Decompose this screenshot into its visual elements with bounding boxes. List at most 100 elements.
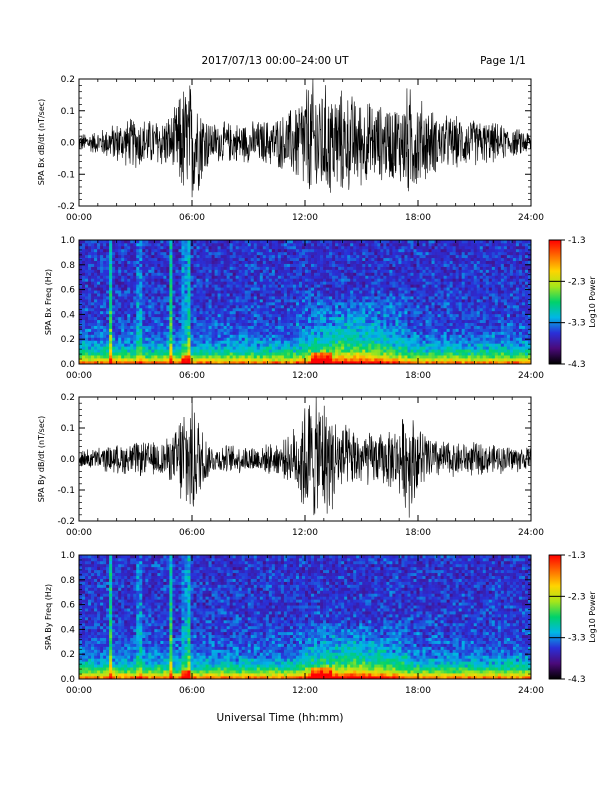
- heat-cell: [386, 307, 390, 312]
- heat-cell: [292, 319, 297, 324]
- heat-cell: [425, 343, 429, 347]
- heat-cell: [341, 322, 345, 326]
- heat-cell: [338, 346, 342, 350]
- heat-cell: [292, 275, 297, 279]
- heat-cell: [389, 287, 393, 291]
- heat-cell: [217, 322, 221, 326]
- heat-cell: [395, 349, 399, 353]
- heat-cell: [317, 334, 321, 338]
- heat-cell: [109, 272, 113, 276]
- heat-cell: [202, 307, 206, 312]
- heat-cell: [416, 352, 420, 356]
- heat-cell: [271, 302, 276, 306]
- heat-cell: [308, 302, 312, 306]
- heat-cell: [85, 310, 89, 315]
- heat-cell: [106, 313, 110, 318]
- heat-cell: [317, 355, 321, 359]
- heat-cell: [392, 346, 396, 350]
- heat-cell: [386, 263, 390, 267]
- heat-cell: [416, 331, 420, 335]
- heat-cell: [350, 272, 354, 276]
- heat-cell: [326, 248, 330, 253]
- heat-cell: [241, 293, 246, 297]
- heat-cell: [419, 316, 423, 321]
- heat-cell: [289, 337, 294, 341]
- heat-cell: [109, 266, 113, 270]
- heat-cell: [211, 263, 215, 267]
- heat-cell: [404, 334, 408, 338]
- heat-cell: [365, 337, 369, 341]
- heat-cell: [356, 349, 360, 353]
- heat-cell: [238, 310, 243, 315]
- heat-cell: [413, 296, 417, 300]
- heat-cell: [283, 293, 288, 297]
- heat-cell: [323, 287, 327, 291]
- heat-cell: [341, 293, 345, 297]
- heat-cell: [250, 278, 255, 282]
- heat-cell: [298, 313, 303, 318]
- heat-cell: [184, 293, 188, 297]
- heat-cell: [380, 355, 384, 359]
- heat-cell: [151, 281, 155, 285]
- heat-cell: [139, 325, 143, 329]
- heat-cell: [395, 328, 399, 332]
- heat-cell: [163, 328, 167, 332]
- heat-cell: [253, 352, 258, 356]
- heat-cell: [202, 296, 206, 300]
- heat-cell: [338, 275, 342, 279]
- heat-cell: [166, 349, 170, 353]
- heat-cell: [253, 304, 258, 309]
- heat-cell: [401, 240, 405, 244]
- heat-cell: [320, 316, 324, 321]
- heat-cell: [148, 355, 152, 359]
- heat-cell: [208, 302, 212, 306]
- heat-cell: [235, 257, 240, 262]
- heat-cell: [274, 287, 279, 291]
- heat-cell: [295, 254, 300, 259]
- heat-cell: [232, 248, 237, 253]
- heat-cell: [326, 337, 330, 341]
- heat-cell: [289, 307, 294, 312]
- heat-cell: [359, 319, 363, 324]
- heat-cell: [353, 316, 357, 321]
- heat-cell: [175, 355, 179, 359]
- heat-cell: [353, 331, 357, 335]
- heat-cell: [425, 278, 429, 282]
- heat-cell: [265, 248, 270, 253]
- heat-cell: [211, 322, 215, 326]
- heat-cell: [127, 307, 131, 312]
- heat-cell: [277, 269, 282, 273]
- heat-cell: [181, 290, 185, 294]
- heat-cell: [208, 290, 212, 294]
- heat-cell: [250, 346, 255, 350]
- heat-cell: [308, 307, 312, 312]
- heat-cell: [280, 310, 285, 315]
- heat-cell: [214, 245, 218, 250]
- heat-cell: [151, 302, 155, 306]
- heat-cell: [292, 245, 297, 250]
- heat-cell: [413, 257, 417, 262]
- heat-cell: [335, 358, 339, 362]
- heat-cell: [259, 269, 264, 273]
- heat-cell: [277, 278, 282, 282]
- heat-cell: [151, 316, 155, 321]
- heat-cell: [371, 272, 375, 276]
- heat-cell: [347, 293, 351, 297]
- heat-cell: [371, 296, 375, 300]
- heat-cell: [268, 251, 273, 256]
- heat-cell: [305, 293, 309, 297]
- heat-cell: [214, 263, 218, 267]
- heat-cell: [193, 245, 197, 250]
- heat-cell: [368, 290, 372, 294]
- heat-cell: [133, 260, 137, 264]
- heat-cell: [193, 254, 197, 259]
- heat-cell: [341, 245, 345, 250]
- heat-cell: [374, 310, 378, 315]
- heat-cell: [407, 269, 411, 273]
- heat-cell: [308, 331, 312, 335]
- heat-cell: [166, 355, 170, 359]
- heat-cell: [94, 275, 98, 279]
- heat-cell: [377, 337, 381, 341]
- heat-cell: [97, 358, 101, 362]
- heat-cell: [410, 355, 414, 359]
